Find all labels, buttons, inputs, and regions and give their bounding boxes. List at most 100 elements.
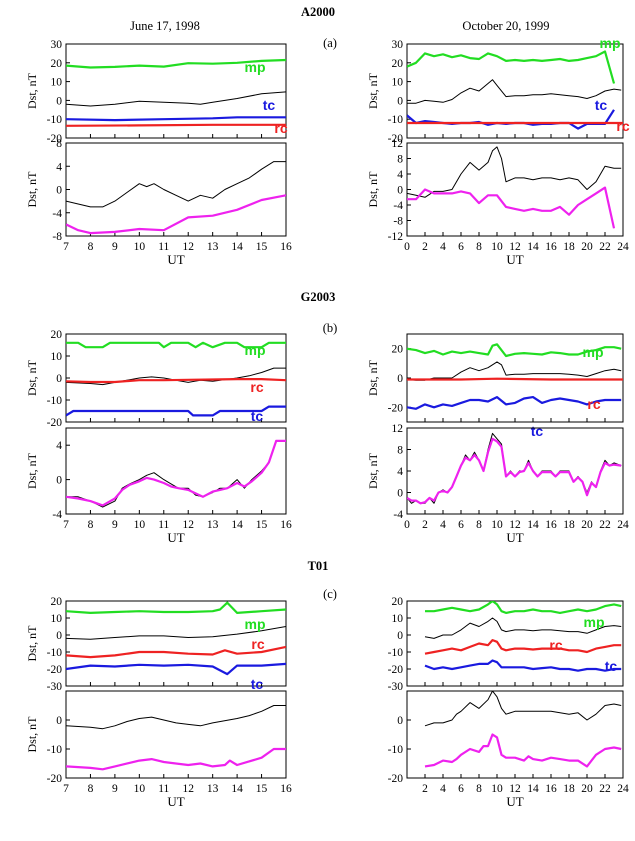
xtick-label-m0-left-bot-1: 8 <box>88 241 94 253</box>
ytick-label-m1-right-bot-4: 12 <box>392 423 404 435</box>
panel-label-a: (a) <box>323 36 337 50</box>
series-model-total-m1-right-bot <box>407 437 622 505</box>
model-title-g2003: G2003 <box>301 290 336 304</box>
series-observed-dst-m2-right-bot <box>424 691 622 727</box>
ytick-label-m0-right-top-3: 10 <box>392 77 404 89</box>
series-observed-dst-m1-right-top <box>407 361 622 381</box>
ylabel-m0-left-top: Dst, nT <box>25 72 39 109</box>
ytick-label-m0-left-top-3: 10 <box>51 77 63 89</box>
ytick-label-m2-right-top-3: 0 <box>397 630 403 642</box>
ylabel-m0-right-top: Dst, nT <box>366 72 380 109</box>
panel-m2-right-top: -30 -20 -10 0 10 20 mp rc tc <box>388 596 624 693</box>
xtick-label-m1-right-bot-12: 24 <box>617 519 629 531</box>
ytick-label-m0-left-bot-4: 8 <box>56 138 62 150</box>
series-observed-dst-m1-left-bot <box>66 440 286 508</box>
xlabel-m2-left-bot: UT <box>167 794 184 809</box>
ytick-label-m0-right-bot-2: -4 <box>393 200 403 212</box>
ytick-label-m0-left-top-1: -10 <box>47 114 63 126</box>
xtick-label-m0-right-bot-11: 22 <box>599 241 611 253</box>
ytick-label-m0-left-top-4: 20 <box>51 58 63 70</box>
xtick-label-m2-right-bot-3: 8 <box>476 783 482 795</box>
xtick-label-m2-right-bot-5: 12 <box>509 783 521 795</box>
series-label-tc-m0-left-top: tc <box>263 97 276 113</box>
xtick-label-m2-right-bot-9: 20 <box>581 783 593 795</box>
ytick-label-m2-right-bot-2: 0 <box>397 715 403 727</box>
xtick-label-m2-left-bot-0: 7 <box>63 783 69 795</box>
ytick-label-m2-right-top-4: 10 <box>392 613 404 625</box>
xtick-label-m1-left-bot-5: 12 <box>182 519 194 531</box>
ytick-label-m0-right-top-4: 20 <box>392 58 404 70</box>
xtick-label-m2-right-bot-6: 14 <box>527 783 539 795</box>
xtick-label-m1-right-bot-0: 0 <box>404 519 410 531</box>
ytick-label-m1-right-top-1: 0 <box>397 373 403 385</box>
frame-m0-left-bot <box>65 142 287 237</box>
ytick-label-m0-left-bot-1: -4 <box>52 208 62 220</box>
series-observed-dst-m2-left-top <box>66 626 286 640</box>
series-group-m1-right-bot <box>407 432 622 505</box>
xtick-label-m1-right-bot-7: 14 <box>527 519 539 531</box>
ytick-label-m2-right-bot-1: -10 <box>388 744 404 756</box>
panel-m1-left-bot: -4 0 4 Dst, nT 7 8 9 10 11 12 13 14 15 16 UT <box>25 427 292 545</box>
series-model-total-m0-left-bot <box>66 194 286 235</box>
xtick-label-m0-right-bot-6: 12 <box>509 241 521 253</box>
ytick-label-m0-left-top-5: 30 <box>51 39 63 51</box>
series-tc-m2-left-top <box>66 662 286 676</box>
ytick-label-m0-right-top-1: -10 <box>388 114 404 126</box>
ytick-label-m1-right-top-0: -20 <box>388 402 404 414</box>
xlabel-m0-left-bot: UT <box>167 252 184 267</box>
ylabel-m0-right-bot: Dst, nT <box>366 171 380 208</box>
ytick-label-m1-left-top-4: 20 <box>51 329 63 341</box>
series-observed-dst-m0-left-top <box>66 91 286 107</box>
ytick-label-m1-left-top-1: -10 <box>47 395 63 407</box>
series-mp-m0-right-top <box>407 50 616 84</box>
xtick-label-m0-right-bot-1: 2 <box>422 241 428 253</box>
xtick-label-m0-right-bot-0: 0 <box>404 241 410 253</box>
xtick-label-m0-left-bot-0: 7 <box>63 241 69 253</box>
ytick-label-m0-left-top-0: -20 <box>47 133 63 145</box>
model-title-a2000: A2000 <box>301 5 335 19</box>
series-rc-m1-left-top <box>66 378 286 384</box>
xtick-label-m1-right-bot-4: 8 <box>476 519 482 531</box>
panel-m1-right-top: -20 0 20 Dst, nT mp rc tc <box>366 333 624 439</box>
xtick-label-m0-left-bot-5: 12 <box>182 241 194 253</box>
series-group-m0-right-top <box>407 50 623 130</box>
xtick-label-m0-right-bot-4: 8 <box>476 241 482 253</box>
ytick-label-m1-right-bot-3: 8 <box>397 445 403 457</box>
xtick-label-m2-right-bot-8: 18 <box>563 783 575 795</box>
ytick-label-m0-right-bot-5: 8 <box>397 154 403 166</box>
xlabel-m1-left-bot: UT <box>167 530 184 545</box>
xtick-label-m0-left-bot-4: 11 <box>158 241 169 253</box>
series-label-mp-m1-left-top: mp <box>245 342 266 358</box>
xtick-label-m1-left-bot-8: 15 <box>256 519 268 531</box>
ytick-label-m2-left-top-0: -30 <box>47 681 63 693</box>
ytick-label-m2-left-top-1: -20 <box>47 664 63 676</box>
series-label-mp-m2-right-top: mp <box>584 614 605 630</box>
ytick-label-m2-right-top-5: 20 <box>392 596 404 608</box>
frame-m0-left-top <box>65 43 287 139</box>
ytick-label-m0-left-bot-2: 0 <box>56 185 62 197</box>
frame-m0-right-bot <box>406 142 624 237</box>
series-rc-m1-right-top <box>407 377 623 381</box>
series-label-rc-m0-right-top: rc <box>616 118 629 134</box>
series-label-rc-m1-right-top: rc <box>587 396 600 412</box>
xtick-label-m1-right-bot-10: 20 <box>581 519 593 531</box>
series-label-tc-m1-right-top: tc <box>531 423 544 439</box>
ytick-label-m2-left-bot-2: 0 <box>56 715 62 727</box>
xtick-label-m2-left-bot-1: 8 <box>88 783 94 795</box>
xtick-label-m2-left-bot-2: 9 <box>112 783 118 795</box>
ytick-label-m2-left-top-3: 0 <box>56 630 62 642</box>
left-date-label: June 17, 1998 <box>130 19 200 33</box>
series-rc-m2-left-top <box>66 645 286 659</box>
frame-m2-left-bot <box>65 690 287 779</box>
xtick-label-m1-right-bot-3: 6 <box>458 519 464 531</box>
xtick-label-m2-left-bot-8: 15 <box>256 783 268 795</box>
series-model-total-m2-right-bot <box>424 733 622 768</box>
xtick-label-m0-left-bot-6: 13 <box>207 241 219 253</box>
xtick-label-m2-right-bot-11: 24 <box>617 783 629 795</box>
panel-m2-left-bot: -20 -10 0 Dst, nT 7 8 9 10 11 12 13 14 15 16 UT <box>25 690 292 809</box>
ytick-label-m2-right-top-2: -10 <box>388 647 404 659</box>
xtick-label-m1-right-bot-11: 22 <box>599 519 611 531</box>
ytick-label-m2-right-top-0: -30 <box>388 681 404 693</box>
